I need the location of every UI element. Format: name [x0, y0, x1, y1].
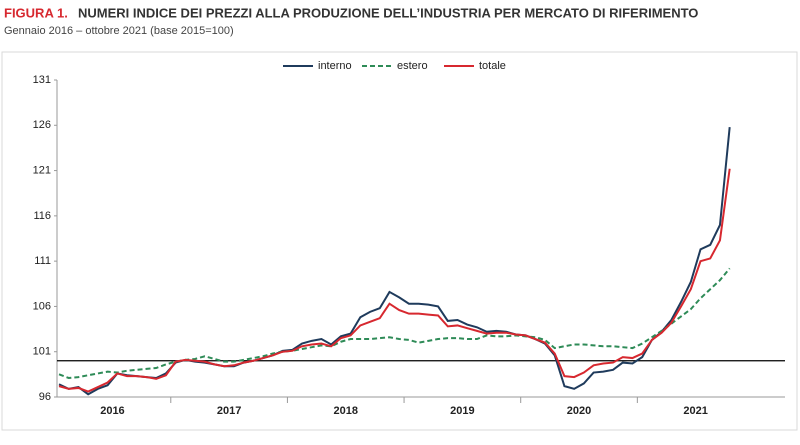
series-line: [58, 126, 731, 396]
x-tick-label: 2016: [100, 405, 124, 417]
y-tick-label: 121: [33, 164, 51, 176]
chart-title-label: FIGURA 1.: [4, 5, 68, 20]
legend-label: estero: [397, 60, 428, 72]
x-tick-label: 2020: [567, 405, 591, 417]
y-tick-label: 126: [33, 119, 51, 131]
chart-frame: [1, 51, 798, 431]
x-tick-label: 2018: [333, 405, 357, 417]
series-line: [58, 168, 731, 393]
legend-label: interno: [318, 60, 352, 72]
y-tick-label: 106: [33, 300, 51, 312]
x-tick-label: 2017: [217, 405, 241, 417]
y-tick-label: 101: [33, 346, 51, 358]
y-tick-label: 116: [33, 210, 51, 222]
legend-label: totale: [479, 60, 506, 72]
y-tick-label: 111: [34, 255, 51, 267]
y-tick-label: 96: [39, 391, 51, 403]
y-tick-label: 131: [33, 74, 51, 86]
series-line: [58, 267, 731, 379]
chart-title: NUMERI INDICE DEI PREZZI ALLA PRODUZIONE…: [78, 5, 698, 20]
x-tick-label: 2019: [450, 405, 474, 417]
chart-subtitle: Gennaio 2016 – ottobre 2021 (base 2015=1…: [4, 25, 234, 37]
x-tick-label: 2021: [683, 405, 707, 417]
